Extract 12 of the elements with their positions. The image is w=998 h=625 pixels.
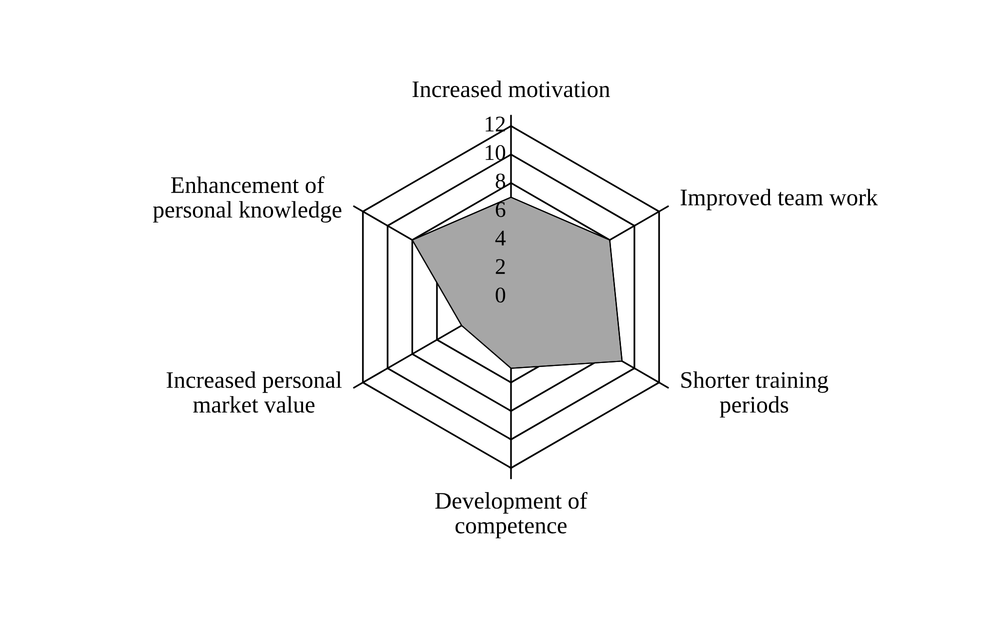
y-tick-label: 2 (496, 259, 505, 274)
spoke-label: Development of competence (435, 492, 588, 538)
spoke-label: Enhancement of personal knowledge (153, 176, 342, 223)
spoke-label: Increased motivation (412, 80, 610, 98)
spoke-label: Shorter training periods (681, 371, 828, 418)
y-tick-label: 6 (496, 202, 506, 218)
spoke-label: Improved team work (680, 188, 878, 210)
y-tick-label: 10 (486, 145, 506, 160)
y-tick-label: 4 (495, 230, 506, 246)
spoke-label: Increased personal market value (166, 371, 342, 413)
y-tick-label: 12 (486, 116, 505, 132)
y-tick-label: 0 (496, 288, 506, 303)
